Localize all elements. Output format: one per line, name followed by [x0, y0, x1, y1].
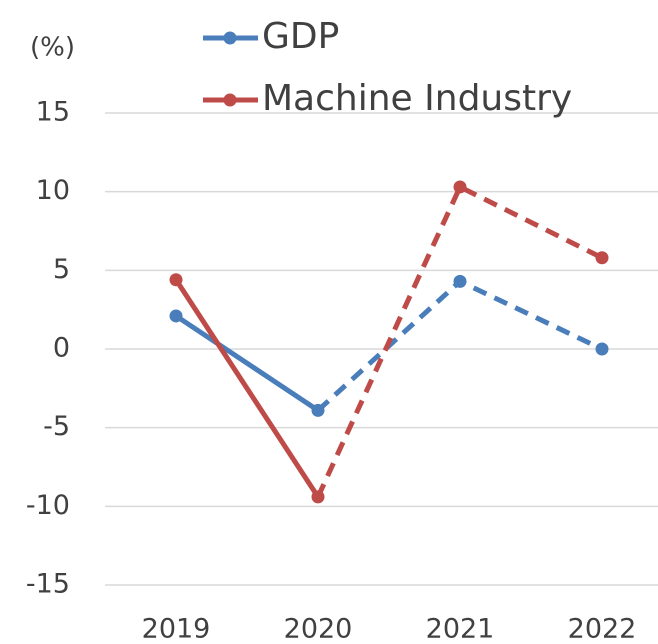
- y-unit-label: (%): [30, 33, 75, 63]
- marker: [453, 274, 467, 288]
- x-tick-label: 2019: [142, 614, 211, 644]
- y-tick-label: 5: [53, 254, 70, 285]
- y-tick-label: -5: [43, 411, 70, 442]
- marker: [595, 251, 609, 265]
- marker: [169, 273, 183, 287]
- series-line: [316, 278, 604, 413]
- x-tick-label: 2022: [568, 614, 637, 644]
- y-tick-label: 0: [53, 333, 70, 364]
- y-tick-label: -10: [26, 490, 70, 521]
- legend-marker: [223, 31, 237, 45]
- y-tick-label: 15: [36, 97, 70, 128]
- y-tick-label: 10: [36, 175, 70, 206]
- marker: [311, 490, 325, 504]
- legend-label: Machine Industry: [262, 78, 572, 119]
- x-tick-label: 2021: [426, 614, 495, 644]
- x-tick-label: 2020: [284, 614, 353, 644]
- marker: [595, 342, 609, 356]
- series-line: [174, 313, 320, 413]
- marker: [169, 309, 183, 323]
- legend-marker: [223, 93, 237, 107]
- series-line: [315, 183, 604, 498]
- marker: [453, 180, 467, 194]
- series-line: [173, 278, 321, 499]
- marker: [311, 403, 325, 417]
- y-tick-label: -15: [26, 569, 70, 600]
- legend-label: GDP: [262, 16, 339, 57]
